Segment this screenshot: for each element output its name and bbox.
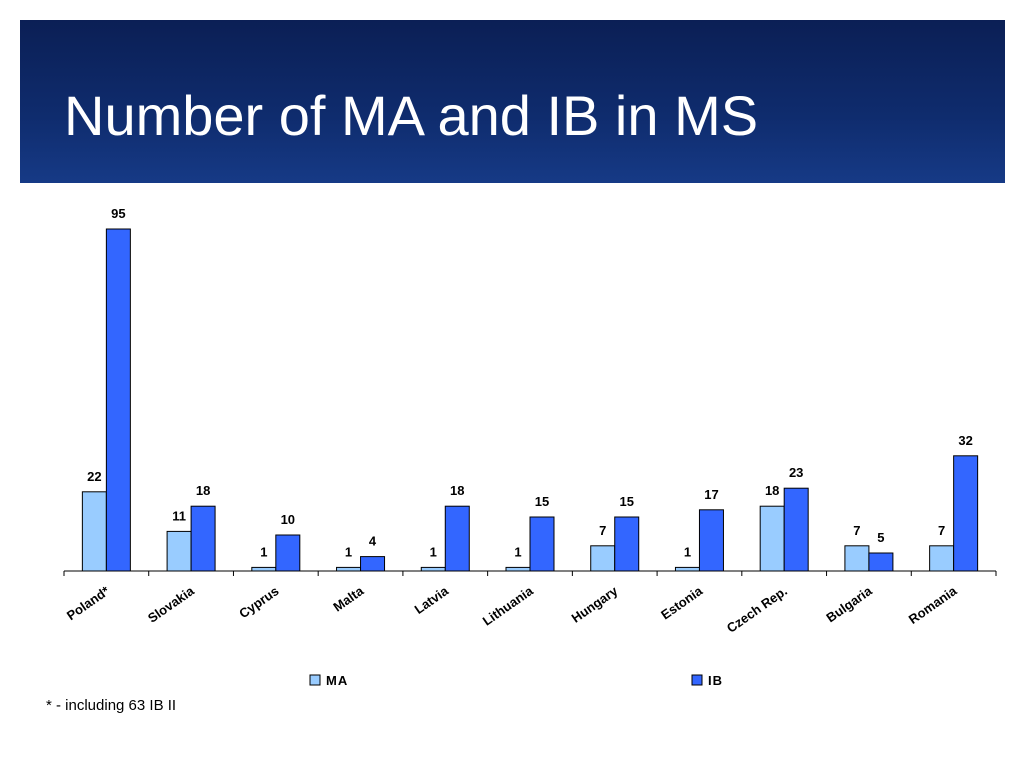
data-label-ib-3: 4 <box>369 534 377 549</box>
bar-ma-3 <box>336 566 362 572</box>
data-label-ma-3: 1 <box>345 544 352 559</box>
data-label-ma-2: 1 <box>260 544 267 559</box>
bar-ma-7 <box>674 566 700 572</box>
bar-ma-5 <box>505 566 531 572</box>
bar-ib-1 <box>190 505 216 572</box>
bar-ib-3 <box>360 556 386 572</box>
data-label-ib-4: 18 <box>450 483 464 498</box>
bar-ib-8 <box>783 487 809 572</box>
bar-ma-9 <box>844 545 870 572</box>
bar-ma-2 <box>251 566 277 572</box>
x-tick-label-3: Malta <box>330 583 366 615</box>
data-label-ib-8: 23 <box>789 465 803 480</box>
bar-ib-5 <box>529 516 555 572</box>
footnote: * - including 63 IB II <box>46 697 177 714</box>
data-label-ma-4: 1 <box>430 544 437 559</box>
bar-ma-1 <box>166 530 192 572</box>
data-label-ib-6: 15 <box>619 494 633 509</box>
title-banner: Number of MA and IB in MS <box>20 20 1005 183</box>
bar-ma-4 <box>420 566 446 572</box>
bar-ib-6 <box>614 516 640 572</box>
bar-ib-10 <box>953 455 979 572</box>
x-tick-label-10: Romania <box>906 583 960 627</box>
x-tick-label-0: Poland* <box>64 583 113 624</box>
bar-ma-10 <box>929 545 955 572</box>
slide-title: Number of MA and IB in MS <box>64 84 759 147</box>
data-label-ib-9: 5 <box>877 530 884 545</box>
data-label-ma-5: 1 <box>514 544 521 559</box>
x-tick-label-8: Czech Rep. <box>724 583 790 635</box>
x-tick-label-5: Lithuania <box>480 583 537 629</box>
data-label-ib-7: 17 <box>704 487 718 502</box>
bar-ib-9 <box>868 552 894 572</box>
data-label-ma-0: 22 <box>87 469 101 484</box>
legend-label-ib: IB <box>708 673 723 688</box>
bar-ib-2 <box>275 534 301 572</box>
data-label-ma-6: 7 <box>599 523 606 538</box>
bar-ma-8 <box>759 505 785 572</box>
data-label-ma-1: 11 <box>172 508 186 523</box>
data-label-ib-2: 10 <box>281 512 295 527</box>
data-label-ib-1: 18 <box>196 483 210 498</box>
x-tick-label-7: Estonia <box>658 583 706 623</box>
x-tick-label-6: Hungary <box>569 583 621 626</box>
data-label-ma-8: 18 <box>765 483 779 498</box>
x-tick-label-2: Cyprus <box>236 583 281 621</box>
bar-ib-0 <box>105 228 131 572</box>
data-label-ma-7: 1 <box>684 544 691 559</box>
x-tick-label-9: Bulgaria <box>823 583 875 626</box>
legend-swatch-ib <box>691 674 703 686</box>
bar-ma-0 <box>81 491 107 572</box>
bar-ib-4 <box>444 505 470 572</box>
bar-ma-6 <box>590 545 616 572</box>
x-tick-label-4: Latvia <box>412 583 452 617</box>
bar-ib-7 <box>698 509 724 572</box>
data-label-ib-5: 15 <box>535 494 549 509</box>
legend-label-ma: MA <box>326 673 348 688</box>
legend-swatch-ma <box>309 674 321 686</box>
x-tick-label-1: Slovakia <box>145 583 197 626</box>
data-label-ib-10: 32 <box>958 433 972 448</box>
data-label-ma-10: 7 <box>938 523 945 538</box>
data-label-ma-9: 7 <box>853 523 860 538</box>
data-label-ib-0: 95 <box>111 206 125 221</box>
